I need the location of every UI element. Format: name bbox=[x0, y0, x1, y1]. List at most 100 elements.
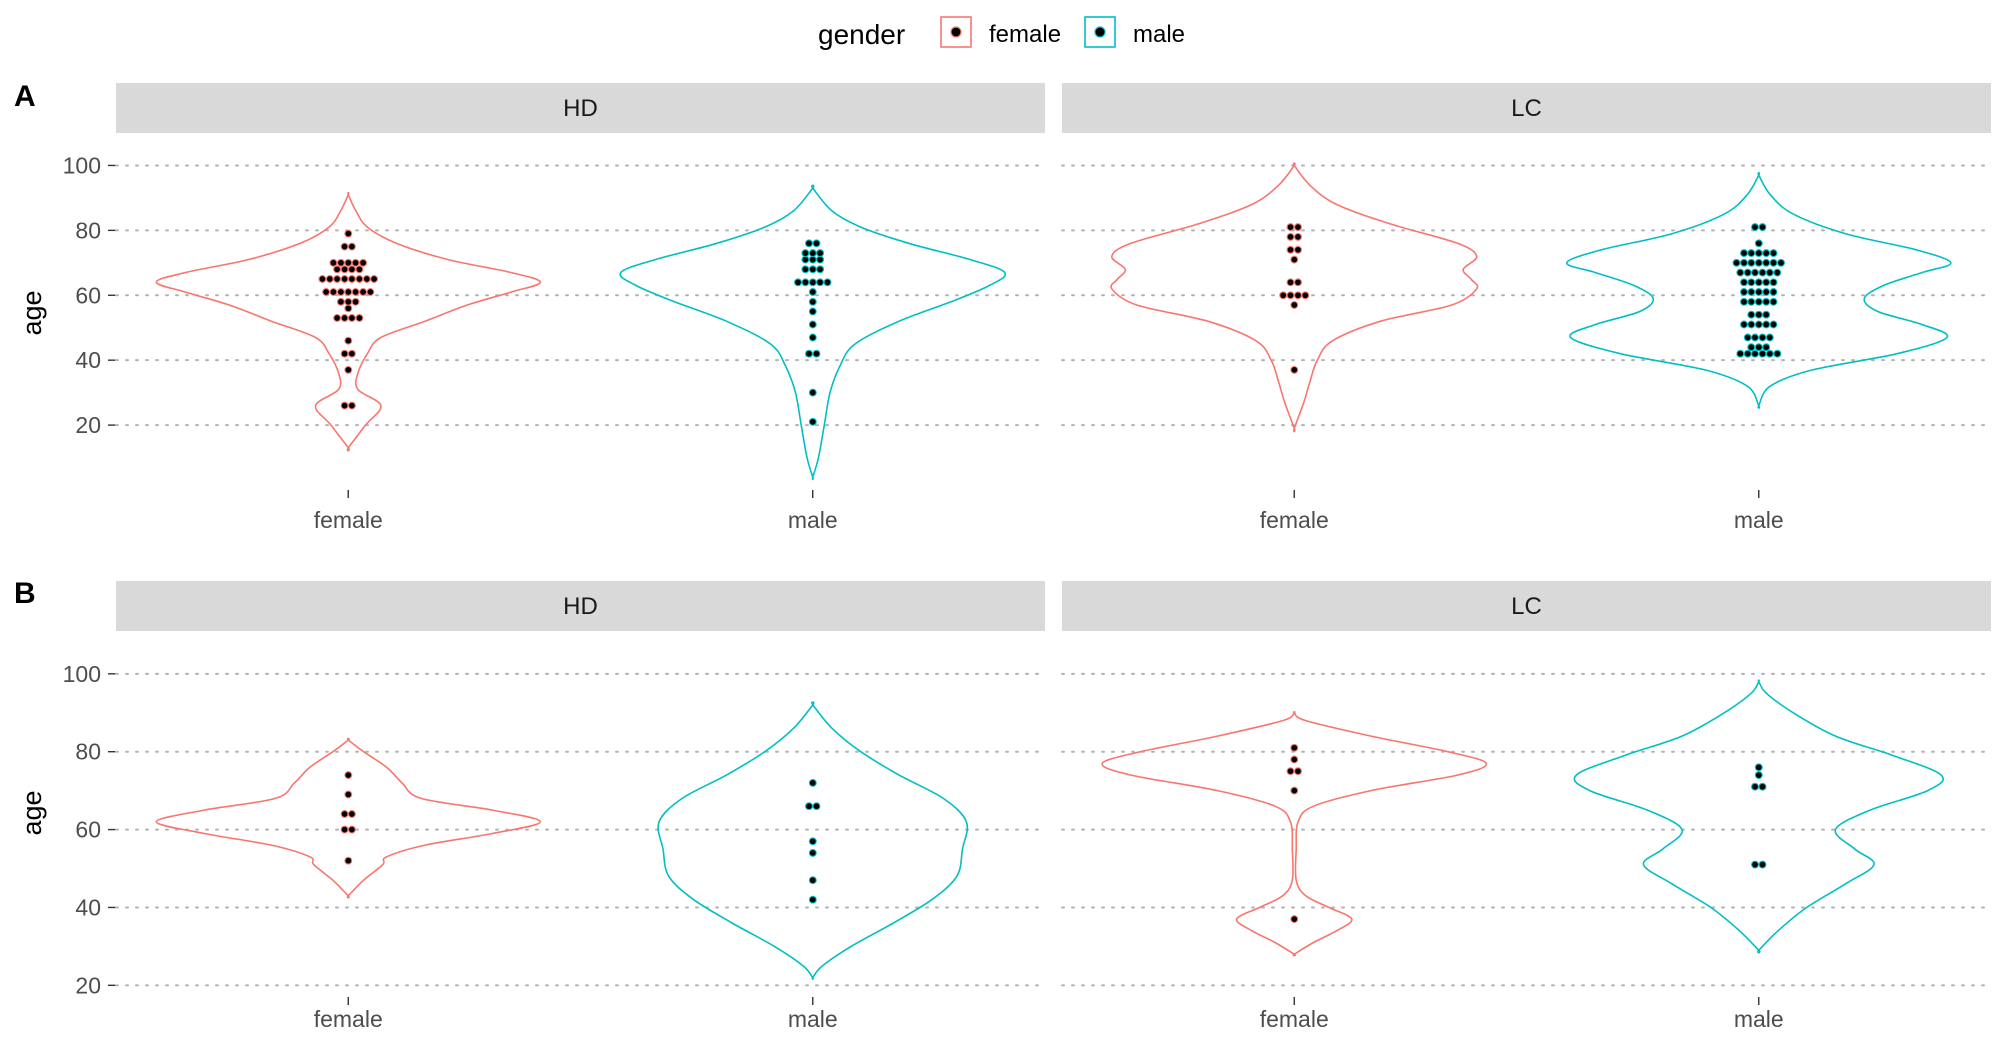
data-point bbox=[1758, 268, 1767, 277]
facet-strip bbox=[116, 581, 1045, 631]
data-point bbox=[1747, 278, 1756, 287]
facet-strip-label: LC bbox=[1511, 95, 1542, 122]
data-point bbox=[1758, 333, 1767, 342]
panel-tag: B bbox=[14, 577, 36, 610]
data-point bbox=[1743, 268, 1752, 277]
data-point bbox=[801, 265, 810, 274]
data-point bbox=[347, 265, 356, 274]
legend: gender female male bbox=[818, 16, 1185, 50]
data-point bbox=[1740, 249, 1748, 258]
data-point bbox=[808, 876, 817, 885]
data-point bbox=[1286, 223, 1295, 232]
data-point bbox=[1765, 333, 1774, 342]
data-point bbox=[340, 401, 349, 410]
data-point bbox=[1769, 288, 1778, 296]
data-point bbox=[812, 349, 821, 358]
data-point bbox=[1758, 349, 1767, 358]
facet-panel-lc: LC female male bbox=[1061, 581, 1992, 1032]
data-point bbox=[1736, 268, 1745, 277]
data-point bbox=[344, 856, 353, 865]
data-point bbox=[1747, 288, 1756, 296]
data-point bbox=[1740, 288, 1748, 296]
data-point bbox=[1758, 860, 1767, 869]
data-point bbox=[1294, 232, 1302, 241]
data-point bbox=[351, 288, 360, 296]
y-tick-label: 100 bbox=[63, 152, 101, 178]
data-point bbox=[1762, 258, 1771, 267]
data-point bbox=[340, 242, 349, 251]
data-point bbox=[1732, 258, 1741, 267]
data-point bbox=[1747, 249, 1756, 258]
data-point bbox=[1286, 245, 1295, 254]
data-point bbox=[1758, 223, 1767, 232]
y-tick-label: 20 bbox=[75, 412, 101, 438]
y-axis-title: age bbox=[17, 290, 47, 335]
data-point bbox=[808, 255, 817, 264]
legend-dot-male bbox=[1094, 26, 1106, 38]
data-point bbox=[344, 365, 353, 374]
data-point bbox=[1740, 297, 1748, 306]
data-point bbox=[1769, 297, 1778, 306]
facet-panel-hd: HD female male bbox=[115, 83, 1046, 533]
data-point bbox=[355, 265, 364, 274]
data-point bbox=[1747, 297, 1756, 306]
data-point bbox=[1751, 782, 1759, 791]
data-point bbox=[318, 275, 327, 283]
y-axis-title: age bbox=[17, 790, 47, 835]
data-point bbox=[344, 297, 353, 306]
violin-female bbox=[1101, 711, 1488, 957]
data-point bbox=[1762, 297, 1771, 306]
data-point bbox=[325, 275, 334, 283]
data-point bbox=[355, 314, 364, 322]
data-point bbox=[816, 255, 825, 264]
x-tick-label: male bbox=[1734, 1006, 1784, 1032]
data-point bbox=[336, 297, 345, 306]
data-point bbox=[1754, 343, 1763, 352]
data-point bbox=[1743, 333, 1752, 342]
data-point bbox=[340, 825, 349, 834]
data-point bbox=[340, 275, 349, 283]
data-point bbox=[1762, 288, 1771, 296]
data-point bbox=[1286, 278, 1295, 287]
facet-strip-label: HD bbox=[563, 95, 598, 122]
data-point bbox=[347, 810, 356, 818]
x-tick-label: female bbox=[1260, 1006, 1329, 1032]
data-point bbox=[808, 320, 817, 329]
data-point bbox=[1751, 349, 1759, 358]
data-point bbox=[1301, 291, 1310, 300]
data-point bbox=[355, 275, 364, 283]
data-point bbox=[1769, 249, 1778, 258]
data-point bbox=[1751, 333, 1759, 342]
facet-panel-hd: HD female male bbox=[115, 581, 1046, 1032]
data-point bbox=[333, 275, 342, 283]
x-tick-label: female bbox=[314, 1006, 383, 1032]
data-point bbox=[1754, 278, 1763, 287]
violin-female bbox=[1110, 162, 1479, 433]
data-point bbox=[333, 265, 342, 274]
data-point bbox=[1747, 258, 1756, 267]
data-point bbox=[1736, 349, 1745, 358]
data-point bbox=[329, 288, 338, 296]
data-point bbox=[347, 401, 356, 410]
data-point bbox=[801, 255, 810, 264]
data-point bbox=[1751, 860, 1759, 869]
y-tick-label: 100 bbox=[63, 661, 101, 687]
data-point bbox=[1754, 297, 1763, 306]
data-point bbox=[329, 258, 338, 267]
data-point bbox=[808, 297, 817, 306]
data-point bbox=[347, 825, 356, 834]
data-point bbox=[340, 349, 349, 358]
data-point bbox=[1294, 278, 1302, 287]
data-point bbox=[1751, 223, 1759, 232]
data-point bbox=[347, 242, 356, 251]
x-tick-label: male bbox=[788, 507, 838, 533]
y-tick-label: 60 bbox=[75, 282, 101, 308]
data-point bbox=[805, 349, 813, 358]
data-point bbox=[1294, 291, 1302, 300]
data-point bbox=[808, 778, 817, 787]
legend-label-male: male bbox=[1133, 21, 1185, 48]
data-point bbox=[808, 848, 817, 857]
data-point bbox=[1740, 258, 1748, 267]
